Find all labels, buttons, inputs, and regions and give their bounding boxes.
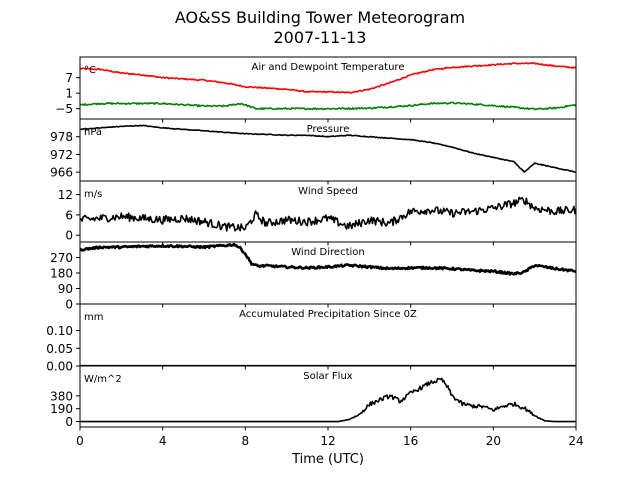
panel-precipitation-ytick-label-2: 0.10 — [46, 324, 73, 338]
panel-wind-direction-ytick-label-3: 270 — [50, 251, 73, 265]
panel-wind-speed-unit: m/s — [84, 189, 102, 200]
x-tick-label-1: 4 — [159, 434, 167, 448]
panel-solar-flux-series-0 — [80, 377, 576, 423]
panel-precipitation-ytick-label-0: 0.00 — [46, 360, 73, 374]
x-tick-label-2: 8 — [242, 434, 250, 448]
panel-pressure-ytick-label-1: 972 — [50, 148, 73, 162]
panel-precipitation-unit: mm — [84, 312, 103, 323]
panel-wind-speed-title: Wind Speed — [298, 186, 358, 197]
panel-solar-flux-title: Solar Flux — [303, 371, 353, 382]
figure-date: 2007-11-13 — [273, 28, 367, 47]
panel-solar-flux-ytick-label-1: 190 — [50, 402, 73, 416]
panel-pressure-ytick-label-2: 978 — [50, 130, 73, 144]
x-axis-label: Time (UTC) — [292, 452, 364, 467]
panel-wind-direction-ytick-label-2: 180 — [50, 267, 73, 281]
panel-temperature-series-0 — [80, 62, 576, 94]
panel-wind-speed-ytick-label-2: 12 — [58, 188, 73, 202]
panel-temperature-unit: °C — [84, 65, 96, 76]
panel-wind-speed-ytick-label-0: 0 — [65, 229, 73, 243]
panel-temperature-ytick-label-0: −5 — [55, 102, 73, 116]
panel-wind-speed-series-0 — [80, 196, 576, 232]
x-tick-label-5: 20 — [486, 434, 501, 448]
panel-solar-flux-unit: W/m^2 — [84, 374, 122, 385]
panel-pressure-unit: hPa — [84, 127, 102, 138]
panel-precipitation-ytick-label-1: 0.05 — [46, 342, 73, 356]
x-tick-label-4: 16 — [403, 434, 418, 448]
panel-temperature-series-1 — [80, 101, 576, 111]
panel-pressure-title: Pressure — [307, 124, 350, 135]
panel-wind-direction-ytick-label-1: 90 — [58, 282, 73, 296]
panel-wind-speed-ytick-label-1: 6 — [65, 208, 73, 222]
panel-wind-direction-series-0 — [80, 242, 576, 276]
panel-wind-direction-title: Wind Direction — [291, 247, 365, 258]
panel-temperature-ytick-label-1: 1 — [65, 87, 73, 101]
panel-temperature-ytick-label-2: 7 — [65, 71, 73, 85]
x-tick-label-3: 12 — [320, 434, 335, 448]
x-tick-label-0: 0 — [76, 434, 84, 448]
panel-wind-direction-ytick-label-0: 0 — [65, 298, 73, 312]
panel-solar-flux-ytick-label-2: 380 — [50, 389, 73, 403]
panel-precipitation-title: Accumulated Precipitation Since 0Z — [239, 309, 417, 320]
panel-temperature-title: Air and Dewpoint Temperature — [252, 62, 405, 73]
panel-solar-flux-ytick-label-0: 0 — [65, 415, 73, 429]
panel-pressure-series-0 — [80, 124, 576, 173]
panel-pressure-ytick-label-0: 966 — [50, 166, 73, 180]
figure-title: AO&SS Building Tower Meteorogram — [174, 8, 466, 27]
x-tick-label-6: 24 — [568, 434, 583, 448]
